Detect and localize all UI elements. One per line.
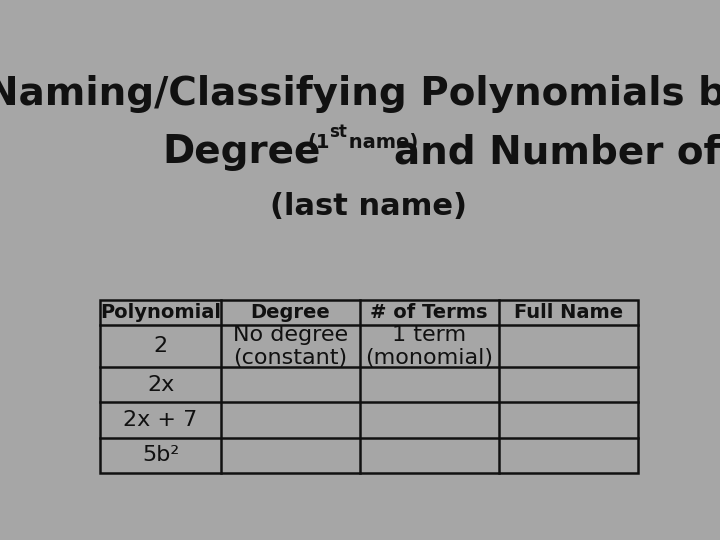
Text: (1: (1 <box>307 133 330 152</box>
Text: st: st <box>329 123 347 141</box>
Text: 1 term
(monomial): 1 term (monomial) <box>365 325 493 368</box>
Text: # of Terms: # of Terms <box>371 303 488 322</box>
Text: name): name) <box>342 133 418 152</box>
Text: Degree: Degree <box>163 133 321 171</box>
Text: (last name): (last name) <box>271 192 467 221</box>
Text: Degree: Degree <box>251 303 330 322</box>
Text: 2: 2 <box>153 336 168 356</box>
Text: 2x: 2x <box>147 375 174 395</box>
Text: Full Name: Full Name <box>514 303 623 322</box>
Text: and Number of Terms: and Number of Terms <box>394 133 720 171</box>
Text: 2x + 7: 2x + 7 <box>123 410 198 430</box>
Text: No degree
(constant): No degree (constant) <box>233 325 348 368</box>
Text: Naming/Classifying Polynomials by: Naming/Classifying Polynomials by <box>0 75 720 113</box>
Text: 5b²: 5b² <box>142 446 179 465</box>
Text: Polynomial: Polynomial <box>100 303 221 322</box>
